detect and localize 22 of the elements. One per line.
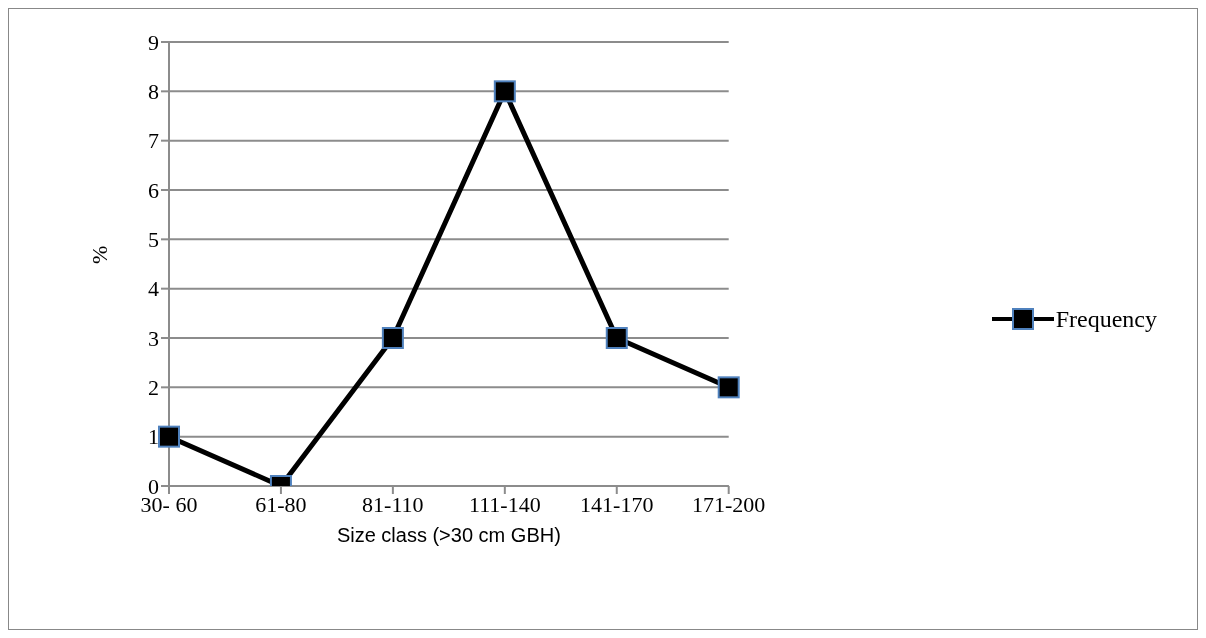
y-tick-label: 7	[148, 128, 159, 154]
x-tick-label: 111-140	[468, 491, 541, 517]
y-tick-label: 8	[148, 79, 159, 105]
y-tick-label: 9	[148, 29, 159, 55]
y-tick-label: 4	[148, 276, 159, 302]
x-tick-label: 141-170	[580, 491, 654, 517]
point	[605, 327, 628, 349]
legend-label: Frequency	[1055, 305, 1157, 333]
x-tick-label: 171-200	[692, 491, 766, 517]
point	[493, 80, 516, 103]
x-axis-title: Size class (>30 cm GBH)	[336, 524, 561, 547]
point	[717, 376, 740, 399]
y-tick-label: 3	[148, 325, 159, 351]
y-tick-label: 5	[148, 227, 159, 253]
y-axis-title: %	[86, 245, 112, 264]
point	[158, 425, 180, 448]
point	[381, 327, 404, 349]
y-tick-label: 1	[148, 424, 159, 450]
y-tick-label: 2	[148, 375, 159, 401]
x-tick-label: 61-80	[255, 491, 307, 517]
y-tick-label: 6	[148, 177, 159, 203]
x-tick-label: 81-110	[362, 491, 424, 517]
